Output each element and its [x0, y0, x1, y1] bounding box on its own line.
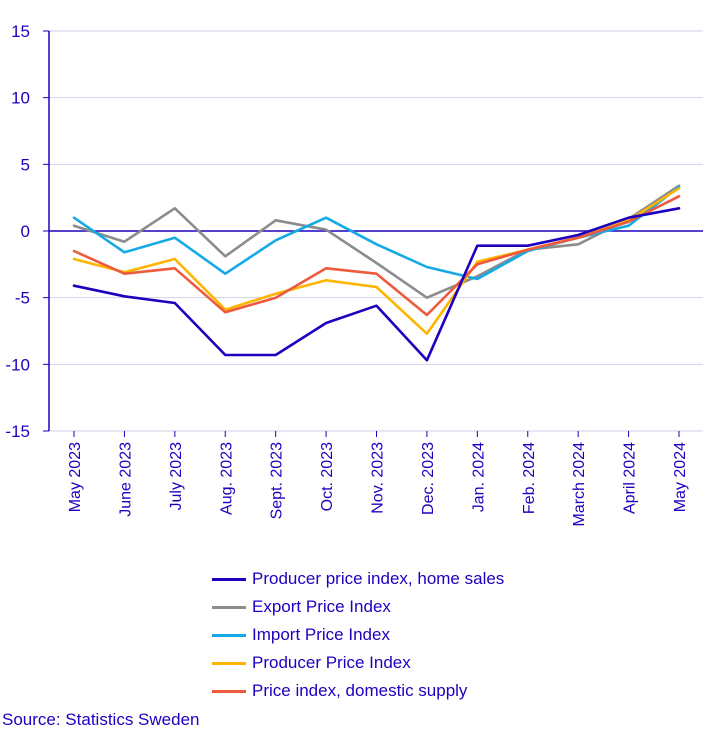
legend-label: Price index, domestic supply [252, 681, 468, 700]
legend: Producer price index, home sales Export … [212, 565, 504, 705]
x-tick-label: Oct. 2023 [319, 442, 336, 511]
legend-item-import-price-index: Import Price Index [212, 621, 504, 649]
source-note: Source: Statistics Sweden [2, 710, 200, 729]
y-tick-label: 0 [21, 222, 30, 241]
x-tick-label: Sept. 2023 [269, 442, 286, 520]
line-chart: 15 10 5 0 -5 -10 -15 May 2023 June 2023 July 202… [5, 22, 703, 527]
y-tick-label: 10 [11, 89, 30, 108]
legend-item-export-price-index: Export Price Index [212, 593, 504, 621]
legend-item-producer-price-index: Producer Price Index [212, 649, 504, 677]
y-tick-label: -10 [5, 355, 30, 374]
x-tick-label: Feb. 2024 [521, 442, 538, 514]
x-axis-ticks: May 2023 June 2023 July 2023 Aug. 2023 Sept.… [67, 431, 689, 527]
x-tick-label: May 2023 [67, 442, 84, 512]
legend-swatch [212, 605, 246, 609]
x-tick-label: Nov. 2023 [370, 442, 387, 514]
x-tick-label: May 2024 [672, 442, 689, 512]
x-tick-label: Dec. 2023 [420, 442, 437, 515]
legend-swatch [212, 661, 246, 665]
legend-swatch [212, 577, 246, 581]
x-tick-label: June 2023 [117, 442, 134, 517]
legend-label: Producer price index, home sales [252, 569, 505, 588]
y-axis-ticks: 15 10 5 0 -5 -10 -15 [5, 22, 49, 441]
x-tick-label: Aug. 2023 [218, 442, 235, 515]
legend-label: Export Price Index [252, 597, 391, 616]
x-tick-label: March 2024 [571, 442, 588, 527]
legend-item-producer-price-index-home-sales: Producer price index, home sales [212, 565, 504, 593]
legend-item-price-index-domestic-supply: Price index, domestic supply [212, 677, 504, 705]
y-tick-label: 15 [11, 22, 30, 41]
series-line-price-index-domestic-supply [72, 195, 681, 317]
legend-label: Producer Price Index [252, 653, 411, 672]
y-tick-label: -5 [15, 289, 30, 308]
x-tick-label: July 2023 [168, 442, 185, 511]
legend-swatch [212, 689, 246, 693]
legend-label: Import Price Index [252, 625, 390, 644]
legend-swatch [212, 633, 246, 637]
series-lines [72, 184, 681, 362]
y-tick-label: 5 [21, 155, 30, 174]
series-line-export-price-index [72, 184, 681, 300]
x-tick-label: April 2024 [622, 442, 639, 514]
series-line-producer-price-index [72, 187, 681, 336]
series-line-producer-price-index-home-sales [72, 207, 681, 362]
y-tick-label: -15 [5, 422, 30, 441]
x-tick-label: Jan. 2024 [470, 442, 487, 512]
